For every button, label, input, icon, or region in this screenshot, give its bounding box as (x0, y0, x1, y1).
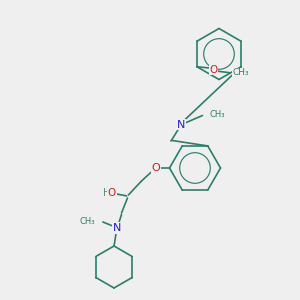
Text: CH₃: CH₃ (209, 110, 225, 118)
Text: O: O (108, 188, 116, 199)
Text: N: N (113, 223, 121, 233)
Text: CH₃: CH₃ (233, 68, 250, 77)
Text: O: O (152, 163, 160, 173)
Text: H: H (103, 188, 110, 199)
Text: O: O (209, 65, 217, 75)
Text: CH₃: CH₃ (79, 218, 94, 226)
Text: N: N (177, 119, 186, 130)
